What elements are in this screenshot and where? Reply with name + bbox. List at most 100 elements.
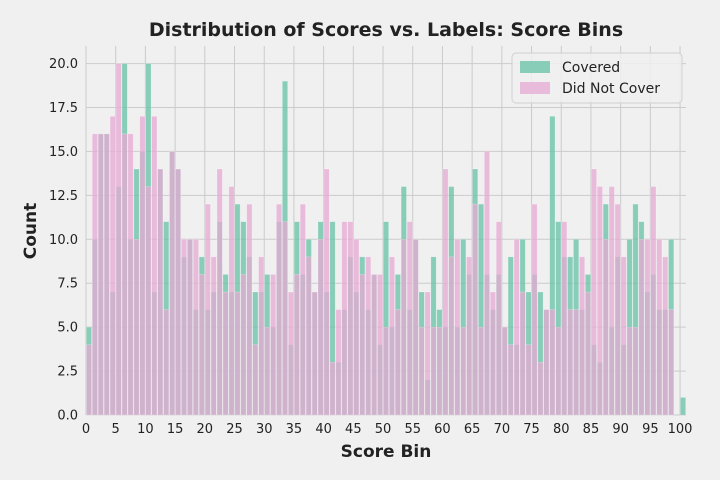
x-tick-label: 35 bbox=[286, 422, 303, 437]
bar-did-not-cover bbox=[359, 274, 366, 416]
bar-did-not-cover bbox=[472, 203, 479, 416]
y-axis-title: Count bbox=[21, 203, 41, 260]
bar-did-not-cover bbox=[299, 203, 306, 416]
bar-did-not-cover bbox=[394, 309, 401, 416]
bar-did-not-cover bbox=[198, 274, 205, 416]
y-tick-label: 20.0 bbox=[49, 57, 78, 72]
x-tick-label: 60 bbox=[434, 422, 451, 437]
x-tick-label: 70 bbox=[494, 422, 511, 437]
y-tick-label: 15.0 bbox=[49, 145, 78, 160]
bar-did-not-cover bbox=[240, 274, 247, 416]
bar-did-not-cover bbox=[442, 168, 449, 416]
bar-did-not-cover bbox=[258, 256, 265, 416]
bar-did-not-cover bbox=[145, 186, 152, 416]
bar-did-not-cover bbox=[626, 326, 633, 416]
bar-did-not-cover bbox=[252, 344, 259, 416]
bar-did-not-cover bbox=[489, 291, 496, 416]
bar-did-not-cover bbox=[329, 361, 336, 416]
bar-did-not-cover bbox=[406, 221, 413, 416]
legend-swatch bbox=[520, 82, 550, 94]
bar-did-not-cover bbox=[430, 326, 437, 416]
x-tick-label: 65 bbox=[464, 422, 481, 437]
bar-did-not-cover bbox=[293, 274, 300, 416]
bar-did-not-cover bbox=[638, 238, 645, 416]
bar-did-not-cover bbox=[519, 291, 526, 416]
bar-did-not-cover bbox=[335, 309, 342, 416]
bar-did-not-cover bbox=[228, 186, 235, 416]
bar-did-not-cover bbox=[412, 238, 419, 416]
bar-did-not-cover bbox=[133, 238, 140, 416]
bar-did-not-cover bbox=[543, 309, 550, 416]
bars bbox=[86, 63, 687, 416]
bar-did-not-cover bbox=[484, 151, 490, 416]
bar-did-not-cover bbox=[377, 274, 384, 416]
bar-did-not-cover bbox=[650, 186, 657, 416]
bar-did-not-cover bbox=[466, 256, 473, 416]
bar-did-not-cover bbox=[157, 168, 164, 416]
bar-did-not-cover bbox=[620, 256, 627, 416]
bar-did-not-cover bbox=[222, 291, 229, 416]
bar-did-not-cover bbox=[513, 238, 520, 416]
bar-did-not-cover bbox=[216, 168, 223, 416]
bar-did-not-cover bbox=[448, 256, 455, 416]
x-tick-label: 15 bbox=[167, 422, 184, 437]
bar-did-not-cover bbox=[656, 238, 663, 416]
bar-covered bbox=[680, 397, 687, 416]
bar-did-not-cover bbox=[365, 256, 372, 416]
bar-did-not-cover bbox=[323, 168, 330, 416]
bar-did-not-cover bbox=[121, 133, 128, 416]
bar-did-not-cover bbox=[204, 203, 211, 416]
bar-did-not-cover bbox=[264, 326, 271, 416]
bar-did-not-cover bbox=[668, 309, 675, 416]
x-tick-label: 10 bbox=[137, 422, 154, 437]
bar-did-not-cover bbox=[103, 133, 110, 416]
bar-did-not-cover bbox=[311, 291, 318, 416]
bar-did-not-cover bbox=[234, 291, 241, 416]
bar-did-not-cover bbox=[525, 344, 532, 416]
bar-did-not-cover bbox=[317, 238, 324, 416]
bar-did-not-cover bbox=[151, 115, 158, 416]
x-tick-label: 30 bbox=[256, 422, 273, 437]
bar-did-not-cover bbox=[608, 186, 615, 416]
bar-did-not-cover bbox=[418, 326, 425, 416]
bar-did-not-cover bbox=[115, 63, 122, 416]
x-tick-label: 100 bbox=[668, 422, 693, 437]
x-tick-label: 95 bbox=[642, 422, 659, 437]
bar-did-not-cover bbox=[181, 238, 187, 416]
bar-did-not-cover bbox=[460, 326, 467, 416]
bar-did-not-cover bbox=[436, 326, 443, 416]
bar-did-not-cover bbox=[282, 221, 288, 416]
bar-did-not-cover bbox=[454, 238, 461, 416]
bar-did-not-cover bbox=[127, 133, 134, 416]
bar-did-not-cover bbox=[383, 326, 389, 416]
bar-did-not-cover bbox=[246, 203, 253, 416]
y-tick-label: 7.5 bbox=[57, 277, 78, 292]
y-tick-label: 2.5 bbox=[57, 365, 78, 380]
bar-did-not-cover bbox=[662, 256, 669, 416]
legend-frame bbox=[511, 52, 683, 104]
x-tick-label: 0 bbox=[82, 422, 90, 437]
legend: Covered Did Not Cover bbox=[511, 52, 683, 104]
bar-did-not-cover bbox=[573, 309, 580, 416]
bar-did-not-cover bbox=[602, 238, 609, 416]
bar-did-not-cover bbox=[270, 274, 277, 416]
bar-did-not-cover bbox=[276, 203, 283, 416]
bar-did-not-cover bbox=[210, 256, 217, 416]
bar-did-not-cover bbox=[555, 326, 562, 416]
bar-did-not-cover bbox=[347, 221, 354, 416]
bar-did-not-cover bbox=[175, 168, 182, 416]
bar-did-not-cover bbox=[341, 221, 348, 416]
bar-did-not-cover bbox=[596, 186, 603, 416]
bar-did-not-cover bbox=[353, 238, 360, 416]
y-tick-label: 12.5 bbox=[49, 189, 78, 204]
bar-did-not-cover bbox=[388, 256, 395, 416]
y-tick-label: 0.0 bbox=[57, 409, 78, 424]
y-tick-label: 5.0 bbox=[57, 321, 78, 336]
bar-did-not-cover bbox=[371, 274, 378, 416]
bar-did-not-cover bbox=[192, 238, 199, 416]
bar-did-not-cover bbox=[478, 326, 485, 416]
bar-did-not-cover bbox=[400, 238, 407, 416]
grid bbox=[85, 46, 686, 416]
